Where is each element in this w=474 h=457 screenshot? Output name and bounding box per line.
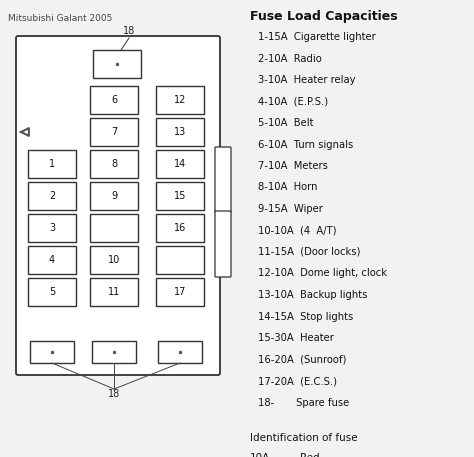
Bar [28, 246, 76, 274]
Bar [156, 86, 204, 114]
Text: 5: 5 [49, 287, 55, 297]
Text: 2: 2 [49, 191, 55, 201]
Text: Identification of fuse: Identification of fuse [250, 433, 357, 443]
Text: 8-10A  Horn: 8-10A Horn [258, 182, 318, 192]
Bar [28, 150, 76, 178]
Text: 7-10A  Meters: 7-10A Meters [258, 161, 328, 171]
Text: 18-       Spare fuse: 18- Spare fuse [258, 398, 349, 408]
Text: 1: 1 [49, 159, 55, 169]
Text: 10: 10 [108, 255, 120, 265]
Text: 16: 16 [174, 223, 186, 233]
Text: 12-10A  Dome light, clock: 12-10A Dome light, clock [258, 269, 387, 278]
Bar [90, 118, 138, 146]
Bar [156, 246, 204, 274]
Bar [156, 214, 204, 242]
Text: 11: 11 [108, 287, 120, 297]
Text: 15: 15 [174, 191, 186, 201]
Bar [156, 150, 204, 178]
Text: 10A: 10A [250, 453, 270, 457]
Bar [90, 278, 138, 306]
FancyBboxPatch shape [215, 211, 231, 277]
Text: 9: 9 [111, 191, 117, 201]
Bar [28, 182, 76, 210]
Text: 13-10A  Backup lights: 13-10A Backup lights [258, 290, 367, 300]
FancyBboxPatch shape [215, 147, 231, 213]
Text: 2-10A  Radio: 2-10A Radio [258, 53, 322, 64]
Text: 14: 14 [174, 159, 186, 169]
Text: 1-15A  Cigarette lighter: 1-15A Cigarette lighter [258, 32, 376, 42]
Text: 15-30A  Heater: 15-30A Heater [258, 333, 334, 343]
Text: 3-10A  Heater relay: 3-10A Heater relay [258, 75, 356, 85]
Text: 17: 17 [174, 287, 186, 297]
Bar [90, 246, 138, 274]
Bar [90, 182, 138, 210]
Bar [93, 50, 141, 78]
Text: 9-15A  Wiper: 9-15A Wiper [258, 204, 323, 214]
Text: 8: 8 [111, 159, 117, 169]
Bar [28, 214, 76, 242]
Text: 18: 18 [123, 26, 135, 36]
Bar [158, 341, 202, 363]
Text: 12: 12 [174, 95, 186, 105]
Text: 6: 6 [111, 95, 117, 105]
Text: 13: 13 [174, 127, 186, 137]
Text: 11-15A  (Door locks): 11-15A (Door locks) [258, 247, 360, 257]
Bar [156, 118, 204, 146]
Bar [28, 278, 76, 306]
Text: 17-20A  (E.C.S.): 17-20A (E.C.S.) [258, 376, 337, 386]
Text: 4-10A  (E.P.S.): 4-10A (E.P.S.) [258, 96, 328, 106]
Text: 10-10A  (4  A/T): 10-10A (4 A/T) [258, 225, 337, 235]
Bar [90, 150, 138, 178]
Bar [156, 278, 204, 306]
Text: Mitsubishi Galant 2005: Mitsubishi Galant 2005 [8, 14, 112, 23]
Text: 7: 7 [111, 127, 117, 137]
Text: 16-20A  (Sunroof): 16-20A (Sunroof) [258, 355, 346, 365]
Text: 18: 18 [108, 389, 120, 399]
Bar [30, 341, 74, 363]
Bar [90, 86, 138, 114]
Text: 6-10A  Turn signals: 6-10A Turn signals [258, 139, 353, 149]
Text: 3: 3 [49, 223, 55, 233]
Bar [92, 341, 136, 363]
Text: 14-15A  Stop lights: 14-15A Stop lights [258, 312, 353, 322]
Text: Red: Red [300, 453, 319, 457]
Text: 4: 4 [49, 255, 55, 265]
Text: 5-10A  Belt: 5-10A Belt [258, 118, 313, 128]
Bar [156, 182, 204, 210]
Bar [90, 214, 138, 242]
Text: Fuse Load Capacities: Fuse Load Capacities [250, 10, 398, 23]
FancyBboxPatch shape [16, 36, 220, 375]
